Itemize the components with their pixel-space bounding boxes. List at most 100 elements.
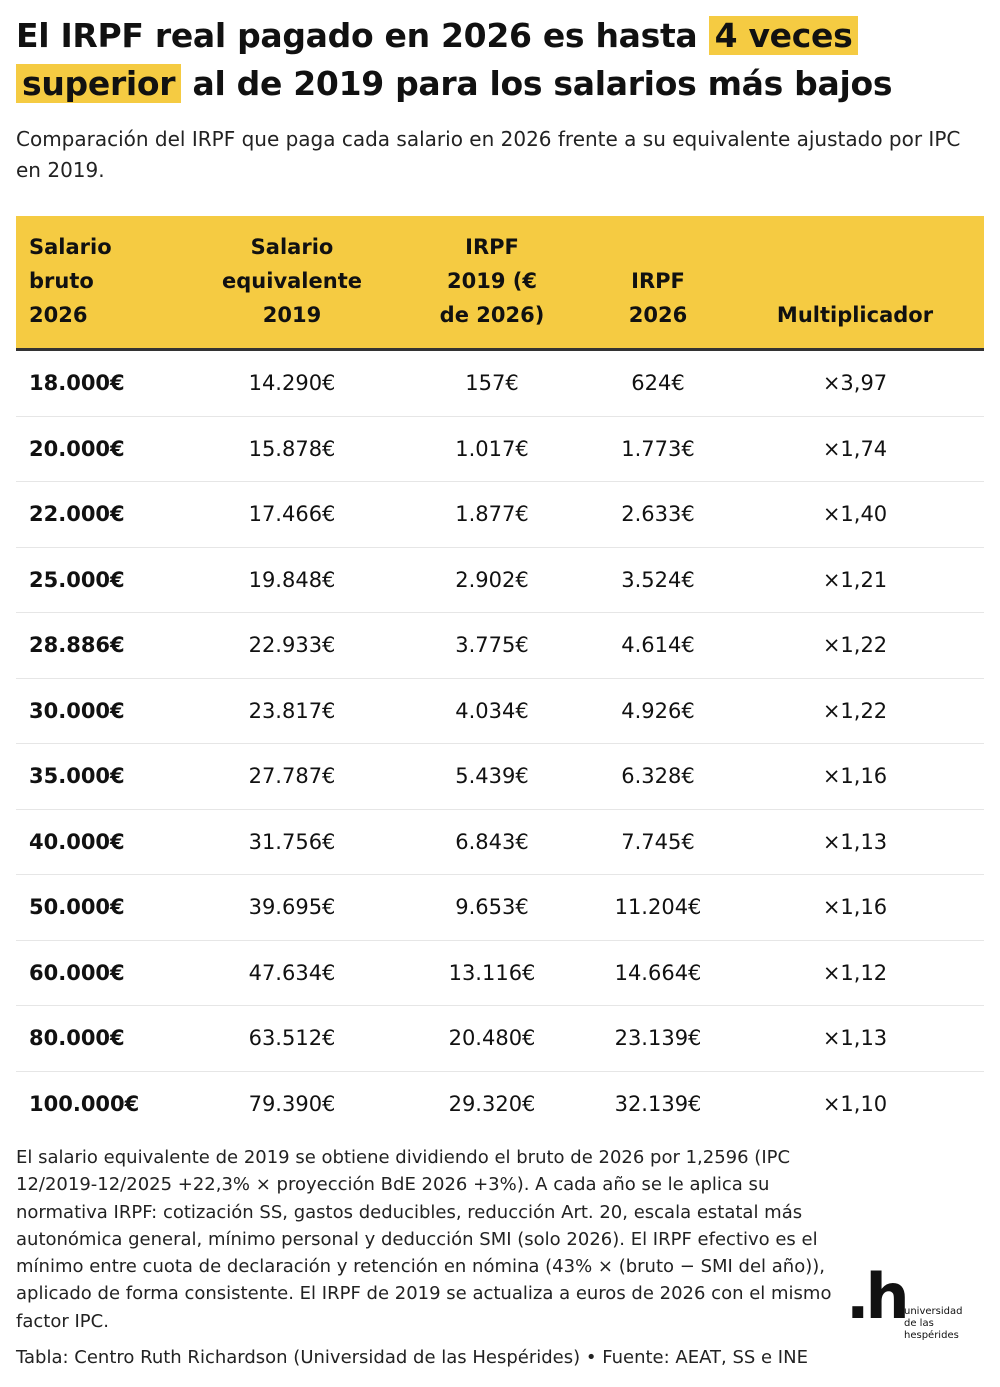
table-cell: 14.664€	[590, 940, 726, 1006]
table-cell: ×1,22	[726, 678, 984, 744]
table-cell: ×1,10	[822, 1091, 888, 1116]
table-row: 60.000€ 47.634€ 13.116€ 14.664€ ×1,12	[16, 940, 984, 1006]
data-table: Salario bruto 2026 Salario equivalente 2019 IR…	[16, 216, 984, 1136]
table-cell: 2.633€	[590, 481, 726, 548]
table-row: 100.000€ 79.390€ 29.320€ 32.139€ ×1,10	[16, 1071, 984, 1136]
table-cell: 19.848€	[190, 547, 394, 613]
table-cell: ×1,16	[726, 874, 984, 941]
table-cell: 60.000€	[16, 940, 190, 1006]
table-cell: 100.000€	[29, 1091, 140, 1116]
table-cell: 35.000€	[16, 743, 190, 810]
table-cell: ×1,74	[726, 416, 984, 482]
column-header: IRPF 2026	[590, 216, 726, 351]
table-row: 40.000€ 31.756€ 6.843€ 7.745€ ×1,13	[16, 809, 984, 875]
table-cell: 22.000€	[16, 481, 190, 548]
table-cell: 15.878€	[190, 416, 394, 482]
column-header-line: 2026	[628, 303, 688, 327]
table-body: 18.000€ 14.290€ 157€ 624€ ×3,97 20.000€ 15.878…	[16, 349, 984, 1137]
table-cell: 27.787€	[190, 743, 394, 810]
column-header: Salario equivalente 2019	[190, 216, 394, 351]
table-cell: ×1,13	[726, 809, 984, 875]
table-head: Salario bruto 2026 Salario equivalente 2019 IR…	[16, 216, 984, 351]
table-cell: 31.756€	[190, 809, 394, 875]
column-header-line: Salario	[250, 235, 334, 259]
source: Tabla: Centro Ruth Richardson (Universid…	[16, 1347, 808, 1368]
table-cell: 11.204€	[590, 874, 726, 941]
table-cell: 39.695€	[190, 874, 394, 941]
column-header-line: 2019 (€	[447, 269, 537, 293]
footnote: El salario equivalente de 2019 se obtien…	[16, 1147, 832, 1332]
table-cell: 4.926€	[590, 678, 726, 744]
table-row: 30.000€ 23.817€ 4.034€ 4.926€ ×1,22	[16, 678, 984, 744]
title-text: El IRPF real pagado en 2026 es hasta	[16, 16, 698, 55]
table-cell: 7.745€	[590, 809, 726, 875]
table-cell: 28.886€	[16, 612, 190, 679]
table-cell: 4.614€	[590, 612, 726, 679]
table-cell: 1.877€	[394, 481, 590, 548]
table-cell: ×1,12	[726, 940, 984, 1006]
table-cell: 3.775€	[394, 612, 590, 679]
table-cell: 22.933€	[190, 612, 394, 679]
table-cell: ×1,40	[726, 481, 984, 548]
column-header-line: Salario	[29, 235, 112, 259]
table-cell: 6.843€	[394, 809, 590, 875]
table-cell: 25.000€	[16, 547, 190, 613]
table-cell: 157€	[394, 349, 590, 417]
logo-mark: .h	[846, 1260, 910, 1333]
table-cell: 32.139€	[614, 1091, 702, 1116]
table-row: 80.000€ 63.512€ 20.480€ 23.139€ ×1,13	[16, 1005, 984, 1072]
column-header-line: 2019	[262, 303, 322, 327]
table-cell: 23.139€	[590, 1005, 726, 1072]
table-cell: ×1,13	[726, 1005, 984, 1072]
table-cell: 30.000€	[16, 678, 190, 744]
table-row: 20.000€ 15.878€ 1.017€ 1.773€ ×1,74	[16, 416, 984, 482]
table-cell: 9.653€	[394, 874, 590, 941]
table-row: 35.000€ 27.787€ 5.439€ 6.328€ ×1,16	[16, 743, 984, 810]
table-cell: 40.000€	[16, 809, 190, 875]
title-text: al de 2019 para los salarios más bajos	[192, 64, 893, 103]
table-cell: 6.328€	[590, 743, 726, 810]
table-cell: 50.000€	[16, 874, 190, 941]
logo: .h universidad de las hespérides	[846, 1262, 986, 1346]
column-header-line: 2026	[29, 303, 88, 327]
table-row: 28.886€ 22.933€ 3.775€ 4.614€ ×1,22	[16, 612, 984, 679]
table-cell: 20.480€	[394, 1005, 590, 1072]
table-cell: 1.017€	[394, 416, 590, 482]
table-cell: 2.902€	[394, 547, 590, 613]
column-header-line: de 2026)	[439, 303, 545, 327]
table-row: 50.000€ 39.695€ 9.653€ 11.204€ ×1,16	[16, 874, 984, 941]
table-cell: 47.634€	[190, 940, 394, 1006]
column-header: Multiplicador	[726, 216, 984, 351]
table-cell: ×1,16	[726, 743, 984, 810]
table-cell: ×1,22	[726, 612, 984, 679]
table-cell: 17.466€	[190, 481, 394, 548]
column-header-line: equivalente	[222, 269, 362, 293]
column-header-line: bruto	[29, 269, 94, 293]
table-cell: 5.439€	[394, 743, 590, 810]
logo-line: universidad	[904, 1306, 963, 1317]
column-header-line: Multiplicador	[776, 303, 934, 327]
table-cell: 29.320€	[448, 1091, 536, 1116]
column-header: Salario bruto 2026	[16, 216, 190, 351]
table-cell: ×3,97	[726, 349, 984, 417]
table-cell: ×1,21	[726, 547, 984, 613]
logo-words: universidad de las hespérides	[904, 1306, 962, 1342]
table-row: 18.000€ 14.290€ 157€ 624€ ×3,97	[16, 349, 984, 417]
table-row: 22.000€ 17.466€ 1.877€ 2.633€ ×1,40	[16, 481, 984, 548]
column-header: IRPF 2019 (€ de 2026)	[394, 216, 590, 351]
table-cell: 4.034€	[394, 678, 590, 744]
table-cell: 13.116€	[394, 940, 590, 1006]
table-cell: 624€	[590, 349, 726, 417]
table-row: 25.000€ 19.848€ 2.902€ 3.524€ ×1,21	[16, 547, 984, 613]
subtitle: Comparación del IRPF que paga cada salar…	[16, 127, 961, 182]
table-cell: 3.524€	[590, 547, 726, 613]
table-cell: 1.773€	[590, 416, 726, 482]
title: El IRPF real pagado en 2026 es hasta 4 v…	[16, 12, 916, 108]
table-cell: 80.000€	[16, 1005, 190, 1072]
table-cell: 14.290€	[190, 349, 394, 417]
header-row: Salario bruto 2026 Salario equivalente 2019 IR…	[16, 216, 984, 351]
column-header-line: IRPF	[631, 269, 685, 293]
logo-line: hespérides	[904, 1330, 959, 1341]
